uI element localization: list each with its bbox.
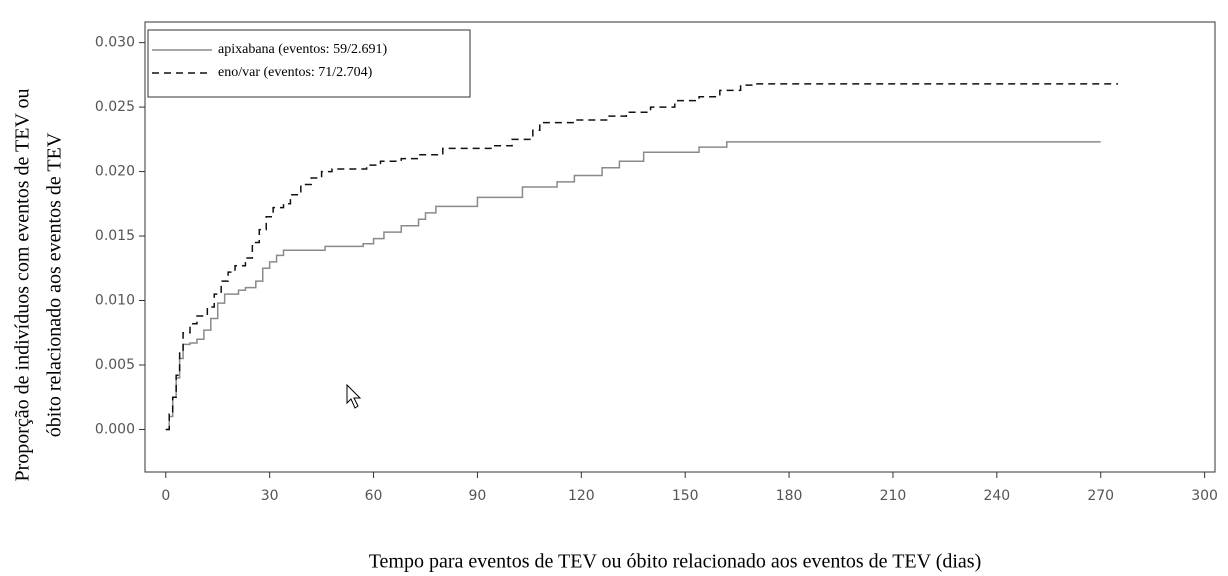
cursor xyxy=(346,383,362,409)
y-tick-label: 0.020 xyxy=(95,164,135,180)
x-tick-label: 240 xyxy=(983,488,1010,504)
x-tick-label: 120 xyxy=(568,488,595,504)
y-tick-label: 0.025 xyxy=(95,99,135,115)
y-tick-label: 0.010 xyxy=(95,293,135,309)
legend-label: apixabana (eventos: 59/2.691) xyxy=(218,42,387,57)
x-tick-label: 180 xyxy=(776,488,803,504)
x-tick-label: 300 xyxy=(1191,488,1218,504)
x-tick-label: 210 xyxy=(880,488,907,504)
y-axis-title: Proporção de indivíduos com eventos de T… xyxy=(12,88,34,481)
y-tick-label: 0.005 xyxy=(95,357,135,373)
y-axis-title: óbito relacionado aos eventos de TEV xyxy=(44,132,66,437)
x-tick-label: 270 xyxy=(1087,488,1114,504)
x-tick-label: 60 xyxy=(365,488,383,504)
x-axis-title: Tempo para eventos de TEV ou óbito relac… xyxy=(369,551,982,573)
x-tick-label: 90 xyxy=(469,488,487,504)
x-tick-label: 150 xyxy=(672,488,699,504)
series-line xyxy=(165,141,1101,431)
x-tick-label: 0 xyxy=(161,488,170,504)
legend-label: eno/var (eventos: 71/2.704) xyxy=(218,65,373,80)
plot-frame xyxy=(144,21,1216,473)
y-tick-label: 0.030 xyxy=(95,35,135,51)
series-line xyxy=(165,83,1119,431)
y-tick-label: 0.015 xyxy=(95,228,135,244)
y-tick-label: 0.000 xyxy=(95,421,135,437)
x-tick-label: 30 xyxy=(261,488,279,504)
legend-box xyxy=(147,29,471,98)
